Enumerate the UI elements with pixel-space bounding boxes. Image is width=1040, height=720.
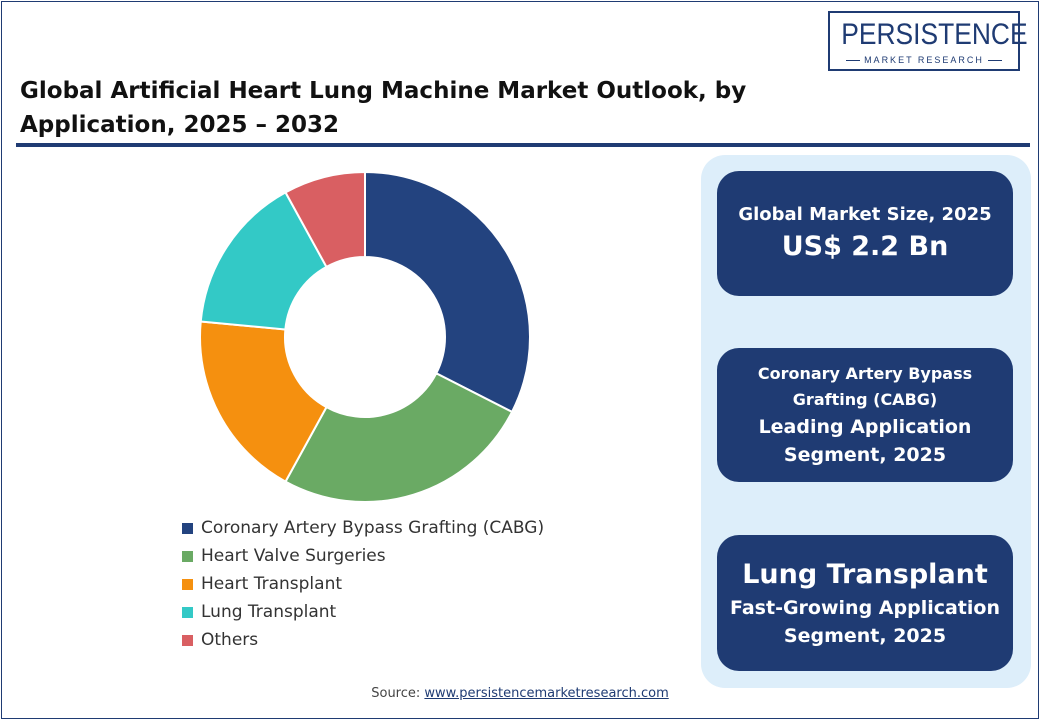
legend-swatch (182, 550, 193, 562)
market-size-card: Global Market Size, 2025 US$ 2.2 Bn (717, 171, 1013, 296)
donut-slice-4 (199, 191, 328, 331)
fastest-segment-desc-1: Fast-Growing Application (730, 597, 1000, 619)
leading-segment-card: Coronary Artery Bypass Grafting (CABG) L… (717, 348, 1013, 482)
fastest-segment-card: Lung Transplant Fast-Growing Application… (717, 535, 1013, 671)
chart-legend: Coronary Artery Bypass Grafting (CABG) He… (182, 514, 544, 654)
source-prefix: Source: (371, 686, 425, 701)
source-note: Source: www.persistencemarketresearch.co… (0, 686, 1040, 701)
market-size-label: Global Market Size, 2025 (738, 203, 992, 225)
fastest-segment-name: Lung Transplant (742, 559, 988, 590)
leading-segment-name-2: Grafting (CABG) (792, 390, 938, 409)
donut-slice-1 (364, 170, 531, 414)
title-divider (16, 143, 1030, 147)
legend-label: Heart Transplant (201, 574, 343, 594)
logo-name: PERSISTENCE (841, 18, 1028, 51)
legend-label: Others (201, 630, 259, 650)
legend-item: Coronary Artery Bypass Grafting (CABG) (182, 514, 544, 542)
leading-segment-desc-1: Leading Application (758, 416, 972, 438)
source-link[interactable]: www.persistencemarketresearch.com (424, 686, 669, 701)
legend-item: Heart Transplant (182, 570, 544, 598)
legend-item: Heart Valve Surgeries (182, 542, 544, 570)
leading-segment-name-1: Coronary Artery Bypass (757, 364, 973, 383)
donut-chart (199, 170, 531, 503)
legend-label: Lung Transplant (201, 602, 337, 622)
legend-swatch (182, 522, 193, 534)
persistence-logo: PERSISTENCE MARKET RESEARCH (828, 11, 1028, 71)
fastest-segment-desc-2: Segment, 2025 (783, 625, 947, 647)
donut-slice-5 (284, 170, 366, 269)
leading-segment-desc-2: Segment, 2025 (783, 444, 947, 466)
market-size-value: US$ 2.2 Bn (781, 230, 949, 262)
legend-item: Others (182, 626, 544, 654)
legend-label: Coronary Artery Bypass Grafting (CABG) (201, 518, 545, 538)
donut-slice-2 (284, 371, 514, 503)
logo-subtitle: MARKET RESEARCH (830, 55, 1018, 65)
legend-swatch (182, 634, 193, 646)
legend-swatch (182, 606, 193, 618)
donut-slice-3 (199, 320, 328, 483)
legend-swatch (182, 578, 193, 590)
chart-title: Global Artificial Heart Lung Machine Mar… (20, 78, 747, 138)
legend-item: Lung Transplant (182, 598, 544, 626)
legend-label: Heart Valve Surgeries (201, 546, 386, 566)
